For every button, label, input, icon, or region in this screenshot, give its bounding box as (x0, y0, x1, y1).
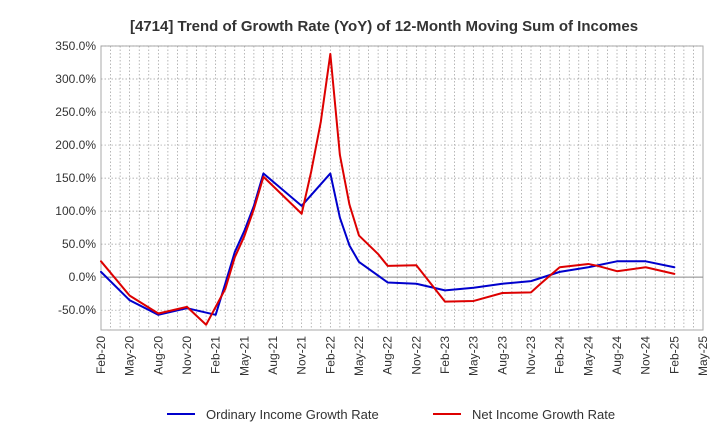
x-tick-label: Aug-22 (381, 336, 395, 375)
y-tick-label: 200.0% (55, 138, 96, 152)
x-tick-label: Aug-21 (266, 336, 280, 375)
x-tick-label: Feb-25 (667, 336, 681, 374)
x-axis-ticks: Feb-20 May-20 Aug-20 Nov-20 Feb-21 May-21 Aug-… (94, 336, 710, 376)
plot-area (100, 45, 704, 331)
x-tick-label: Nov-22 (409, 336, 423, 375)
x-tick-label: Feb-21 (209, 336, 223, 374)
x-tick-label: May-24 (581, 336, 595, 376)
y-tick-label: 0.0% (69, 270, 97, 284)
y-tick-label: 150.0% (55, 171, 96, 185)
y-tick-label: 50.0% (62, 237, 96, 251)
x-tick-label: Feb-23 (438, 336, 452, 374)
x-tick-label: May-20 (123, 336, 137, 376)
y-axis-ticks: 350.0% 300.0% 250.0% 200.0% 150.0% 100.0% 50.0… (55, 39, 96, 317)
y-tick-label: 100.0% (55, 204, 96, 218)
legend-label-ordinary-income: Ordinary Income Growth Rate (206, 407, 379, 422)
x-tick-label: Aug-23 (495, 336, 509, 375)
legend: Ordinary Income Growth Rate Net Income G… (167, 407, 615, 422)
series-lines (100, 52, 676, 326)
x-tick-label: May-25 (696, 336, 710, 376)
legend-label-net-income: Net Income Growth Rate (472, 407, 615, 422)
x-tick-label: Feb-24 (553, 336, 567, 374)
chart-title: [4714] Trend of Growth Rate (YoY) of 12-… (130, 18, 638, 35)
y-tick-label: 300.0% (55, 72, 96, 86)
x-tick-label: May-21 (237, 336, 251, 376)
x-tick-label: Aug-20 (151, 336, 165, 375)
x-tick-label: Aug-24 (610, 336, 624, 375)
x-tick-label: Feb-20 (94, 336, 108, 374)
y-tick-label: -50.0% (58, 303, 96, 317)
x-tick-label: Nov-20 (180, 336, 194, 375)
x-tick-label: May-23 (467, 336, 481, 376)
x-tick-label: May-22 (352, 336, 366, 376)
y-tick-label: 250.0% (55, 105, 96, 119)
x-tick-label: Nov-21 (295, 336, 309, 375)
y-tick-label: 350.0% (55, 39, 96, 53)
x-tick-label: Nov-24 (639, 336, 653, 375)
x-tick-label: Feb-22 (323, 336, 337, 374)
x-tick-label: Nov-23 (524, 336, 538, 375)
series-line-ordinary-income (100, 172, 676, 316)
series-line-net-income (100, 52, 676, 326)
